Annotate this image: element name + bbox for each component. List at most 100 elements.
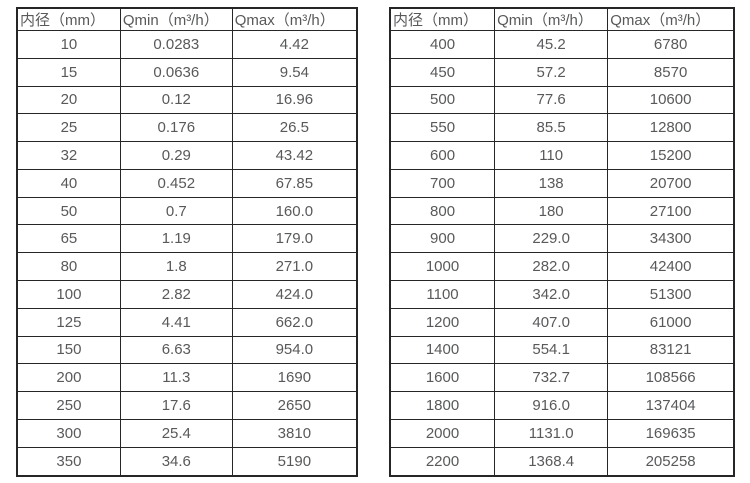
table-cell: 229.0: [494, 224, 609, 254]
table-cell: 554.1: [494, 335, 609, 365]
table-row: 65 1.19 179.0: [16, 224, 358, 254]
table-cell: 150: [16, 335, 121, 365]
table-cell: 1.19: [119, 224, 233, 254]
table-cell: 51300: [607, 280, 735, 309]
table-cell: 20700: [607, 168, 735, 198]
table-cell: 350: [16, 446, 121, 477]
table-row: 550 85.5 12800: [389, 113, 735, 143]
table-cell: 125: [16, 307, 121, 337]
col-header-qmin: Qmin（m³/h）: [494, 7, 609, 31]
table-cell: 4.41: [119, 307, 233, 337]
table-cell: 732.7: [494, 363, 609, 393]
table-cell: 0.0283: [119, 30, 233, 59]
table-cell: 137404: [607, 391, 735, 420]
table-cell: 1131.0: [494, 418, 609, 448]
table-cell: 42400: [607, 252, 735, 282]
header-row: 内径（mm） Qmin（m³/h） Qmax（m³/h）: [16, 7, 358, 31]
table-cell: 0.7: [119, 196, 233, 226]
table-cell: 10600: [607, 85, 735, 115]
table-cell: 108566: [607, 363, 735, 393]
table-row: 350 34.6 5190: [16, 446, 358, 477]
table-cell: 0.176: [119, 113, 233, 143]
col-header-qmin: Qmin（m³/h）: [119, 7, 233, 31]
table-row: 10 0.0283 4.42: [16, 30, 358, 59]
table-row: 32 0.29 43.42: [16, 141, 358, 170]
table-cell: 5190: [231, 446, 358, 477]
table-row: 200 11.3 1690: [16, 363, 358, 393]
table-row: 2200 1368.4 205258: [389, 446, 735, 477]
table-cell: 1600: [389, 363, 496, 393]
table-row: 600 110 15200: [389, 141, 735, 170]
table-cell: 916.0: [494, 391, 609, 420]
table-row: 900 229.0 34300: [389, 224, 735, 254]
table-cell: 100: [16, 280, 121, 309]
table-cell: 700: [389, 168, 496, 198]
table-cell: 57.2: [494, 57, 609, 87]
table-row: 800 180 27100: [389, 196, 735, 226]
table-cell: 34.6: [119, 446, 233, 477]
col-header-diameter: 内径（mm）: [16, 7, 121, 31]
table-row: 450 57.2 8570: [389, 57, 735, 87]
table-row: 15 0.0636 9.54: [16, 57, 358, 87]
table-cell: 342.0: [494, 280, 609, 309]
table-cell: 40: [16, 168, 121, 198]
table-cell: 2200: [389, 446, 496, 477]
col-header-qmax: Qmax（m³/h）: [607, 7, 735, 31]
table-cell: 138: [494, 168, 609, 198]
table-row: 2000 1131.0 169635: [389, 418, 735, 448]
table-cell: 83121: [607, 335, 735, 365]
table-cell: 1100: [389, 280, 496, 309]
table-row: 700 138 20700: [389, 168, 735, 198]
table-row: 1800 916.0 137404: [389, 391, 735, 420]
table-cell: 61000: [607, 307, 735, 337]
table-cell: 3810: [231, 418, 358, 448]
table-cell: 15200: [607, 141, 735, 170]
table-row: 50 0.7 160.0: [16, 196, 358, 226]
col-header-qmax: Qmax（m³/h）: [231, 7, 358, 31]
table-cell: 1800: [389, 391, 496, 420]
table-cell: 2.82: [119, 280, 233, 309]
table-row: 400 45.2 6780: [389, 30, 735, 59]
table-cell: 800: [389, 196, 496, 226]
table-cell: 400: [389, 30, 496, 59]
table-cell: 2650: [231, 391, 358, 420]
table-row: 80 1.8 271.0: [16, 252, 358, 282]
table-cell: 65: [16, 224, 121, 254]
table-row: 1000 282.0 42400: [389, 252, 735, 282]
table-cell: 450: [389, 57, 496, 87]
table-cell: 17.6: [119, 391, 233, 420]
table-cell: 900: [389, 224, 496, 254]
table-cell: 1000: [389, 252, 496, 282]
table-cell: 34300: [607, 224, 735, 254]
table-cell: 250: [16, 391, 121, 420]
table-cell: 1368.4: [494, 446, 609, 477]
table-cell: 179.0: [231, 224, 358, 254]
table-row: 1400 554.1 83121: [389, 335, 735, 365]
flow-table-small-diameters: 内径（mm） Qmin（m³/h） Qmax（m³/h） 10 0.0283 4.42 15…: [16, 7, 358, 477]
table-cell: 180: [494, 196, 609, 226]
table-cell: 0.12: [119, 85, 233, 115]
table-cell: 0.0636: [119, 57, 233, 87]
table-cell: 25: [16, 113, 121, 143]
table-cell: 205258: [607, 446, 735, 477]
table-cell: 271.0: [231, 252, 358, 282]
table-cell: 1.8: [119, 252, 233, 282]
col-header-diameter: 内径（mm）: [389, 7, 496, 31]
table-cell: 15: [16, 57, 121, 87]
table-cell: 6.63: [119, 335, 233, 365]
table-cell: 110: [494, 141, 609, 170]
table-row: 1100 342.0 51300: [389, 280, 735, 309]
table-row: 500 77.6 10600: [389, 85, 735, 115]
table-cell: 26.5: [231, 113, 358, 143]
table-row: 20 0.12 16.96: [16, 85, 358, 115]
table-cell: 160.0: [231, 196, 358, 226]
table-cell: 282.0: [494, 252, 609, 282]
table-cell: 200: [16, 363, 121, 393]
header-row: 内径（mm） Qmin（m³/h） Qmax（m³/h）: [389, 7, 735, 31]
table-cell: 12800: [607, 113, 735, 143]
table-cell: 32: [16, 141, 121, 170]
table-cell: 11.3: [119, 363, 233, 393]
table-cell: 45.2: [494, 30, 609, 59]
flow-table-large-diameters: 内径（mm） Qmin（m³/h） Qmax（m³/h） 400 45.2 6780 450…: [389, 7, 735, 477]
